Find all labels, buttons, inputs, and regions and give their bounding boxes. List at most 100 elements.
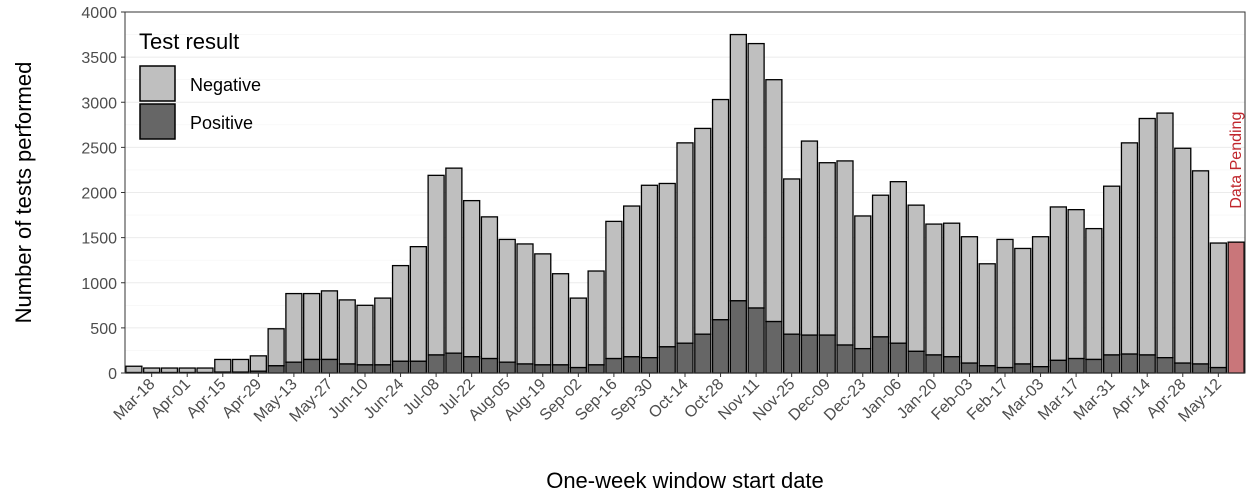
bar-positive (356, 364, 374, 374)
bar-positive (1174, 362, 1192, 374)
bar-negative (871, 194, 890, 338)
bar-positive (871, 336, 890, 374)
bar-negative (640, 184, 659, 359)
bar-positive (445, 352, 463, 374)
bar-negative (854, 215, 872, 350)
bar-positive (1138, 354, 1156, 374)
bar-negative (391, 264, 410, 362)
bar-positive (1031, 366, 1050, 374)
x-tick-label: Apr-01 (148, 376, 194, 422)
data-pending-label: Data Pending (1228, 112, 1245, 209)
bar-positive (391, 360, 410, 374)
bar-positive (925, 354, 943, 374)
bar-negative (498, 238, 516, 363)
bar-positive (516, 363, 534, 374)
legend-swatch-positive (139, 103, 176, 140)
bar-negative (480, 216, 499, 360)
bar-negative (1085, 227, 1103, 361)
bar-negative (374, 297, 392, 366)
bar-negative (445, 167, 463, 354)
y-tick-label: 0 (108, 366, 117, 383)
bar-positive (338, 363, 356, 374)
bar-positive (676, 342, 694, 374)
bar-negative (694, 127, 712, 335)
bar-positive (427, 354, 445, 374)
x-tick-label: Mar-18 (111, 376, 159, 424)
bar-negative (178, 367, 196, 374)
legend-swatch-negative (139, 65, 176, 102)
legend-label-positive: Positive (190, 113, 253, 133)
bar-negative (836, 160, 854, 346)
legend-label-negative: Negative (190, 75, 261, 95)
bar-negative (783, 178, 801, 335)
y-tick-label: 1500 (81, 231, 117, 248)
bar-positive (960, 362, 979, 374)
bar-negative (978, 263, 996, 367)
bar-positive (587, 364, 605, 374)
bar-negative (996, 238, 1014, 369)
legend-title: Test result (139, 29, 239, 54)
bar-positive (1191, 363, 1210, 374)
bar-positive (569, 366, 587, 374)
bar-positive (374, 364, 392, 374)
bar-negative (818, 162, 836, 336)
bar-positive (267, 365, 285, 374)
bar-negative (1174, 147, 1192, 364)
bar-negative (1031, 236, 1050, 368)
bar-positive (783, 333, 801, 374)
y-tick-label: 500 (90, 321, 117, 338)
bar-negative (285, 292, 303, 363)
bar-negative (658, 182, 676, 348)
bar-negative (1209, 242, 1227, 369)
bar-negative (676, 142, 694, 344)
bar-negative (747, 42, 765, 309)
legend: Test result Negative Positive (139, 29, 261, 140)
bar-negative (1014, 247, 1032, 365)
bar-positive (534, 364, 552, 374)
x-axis-title: One-week window start date (546, 468, 824, 493)
bar-positive (551, 364, 570, 374)
bar-negative (267, 328, 285, 367)
bar-negative (463, 199, 481, 358)
bar-positive (836, 344, 854, 374)
bar-negative (800, 140, 819, 336)
bar-positive (800, 334, 819, 374)
bar-positive (623, 356, 641, 374)
bar-negative (765, 79, 783, 323)
bar-negative (711, 98, 730, 321)
bar-negative (1120, 142, 1139, 355)
x-tick-label: Jun-24 (361, 376, 408, 423)
bar-positive (1049, 359, 1067, 374)
bar-negative (943, 222, 961, 358)
bar-positive (1156, 357, 1174, 374)
bar-positive (854, 347, 872, 374)
bar-negative (125, 365, 143, 374)
bar-negative (605, 220, 623, 360)
bar-positive (498, 361, 516, 374)
bar-positive (605, 357, 623, 374)
bar-negative (569, 297, 587, 369)
bar-negative (1103, 185, 1121, 356)
bar-negative (303, 292, 321, 361)
bar-negative (925, 223, 943, 356)
bar-positive (303, 358, 321, 374)
bar-positive (409, 360, 427, 374)
bar-negative (143, 367, 161, 374)
bar-positive (658, 346, 676, 374)
bar-negative (889, 181, 907, 344)
bar-negative (338, 299, 356, 365)
bar-positive (1209, 366, 1227, 374)
y-tick-label: 1000 (81, 276, 117, 293)
bar-negative (1156, 112, 1174, 359)
bar-positive (818, 334, 836, 374)
bar-positive (996, 366, 1014, 374)
bar-negative (534, 253, 552, 366)
bar-positive (285, 361, 303, 374)
bar-negative (587, 270, 605, 366)
bar-negative (1138, 117, 1156, 356)
bar-negative (1049, 206, 1067, 362)
bar-negative (231, 358, 250, 373)
bar-negative (729, 33, 747, 302)
bar-positive (320, 358, 339, 374)
